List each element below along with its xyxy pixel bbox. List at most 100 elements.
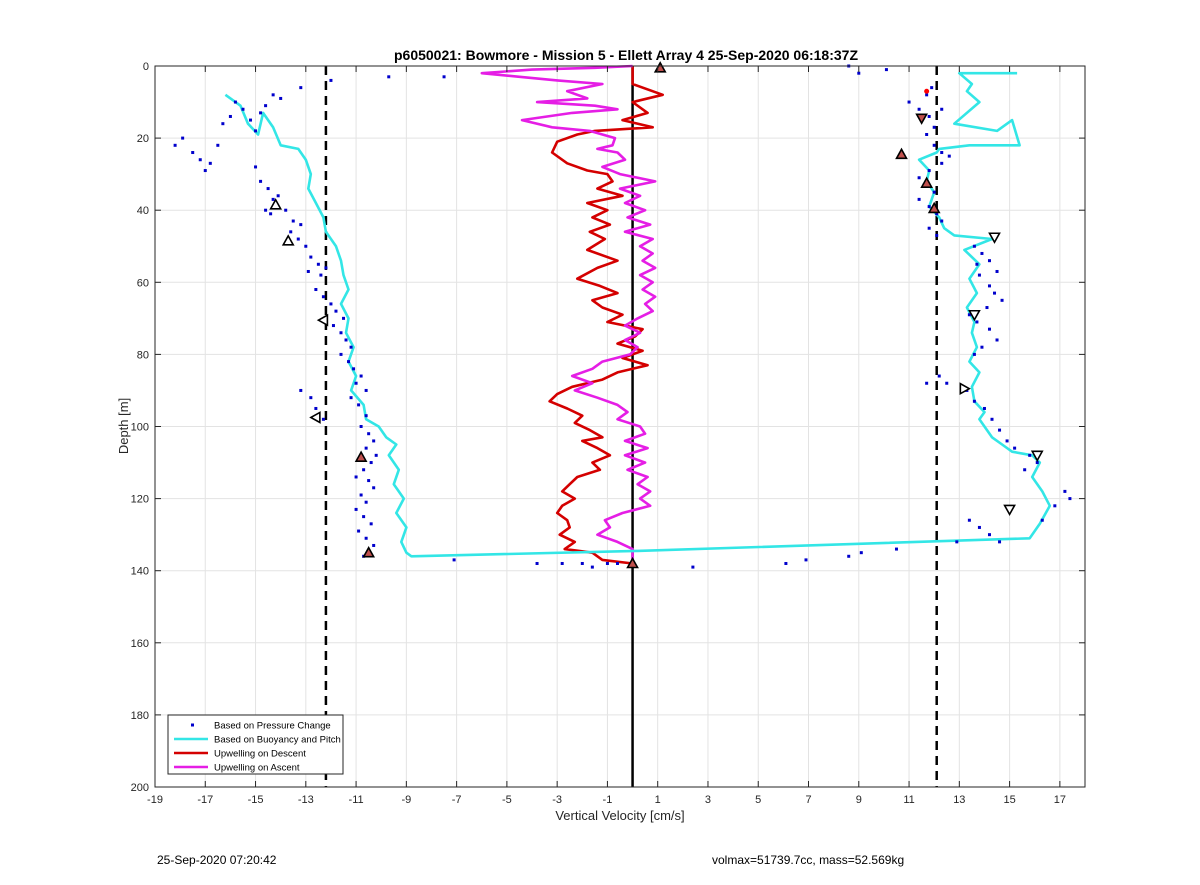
x-tick-label: 15 <box>1003 794 1015 806</box>
y-tick-label: 120 <box>131 494 149 506</box>
pressure-change-point <box>927 114 931 118</box>
pressure-change-point <box>324 266 328 270</box>
pressure-change-point <box>309 255 313 259</box>
pressure-change-point <box>357 529 361 533</box>
pressure-change-point <box>1005 439 1009 443</box>
x-tick-label: -15 <box>248 794 264 806</box>
pressure-change-point <box>254 165 258 169</box>
pressure-change-point <box>917 176 921 180</box>
pressure-change-point <box>228 114 232 118</box>
footer-vehicle-info: volmax=51739.7cc, mass=52.569kg <box>712 853 905 867</box>
triangle-marker <box>362 546 376 558</box>
footer-timestamp: 25-Sep-2020 07:20:42 <box>157 853 277 867</box>
pressure-change-point <box>580 561 584 565</box>
pressure-change-point <box>203 169 207 173</box>
pressure-change-point <box>241 107 245 111</box>
pressure-change-point <box>359 374 363 378</box>
pressure-change-point <box>347 360 351 364</box>
pressure-change-point <box>364 446 368 450</box>
pressure-change-point <box>306 269 310 273</box>
x-tick-label: -3 <box>552 794 562 806</box>
x-tick-label: -9 <box>401 794 411 806</box>
y-tick-label: 200 <box>131 782 149 794</box>
pressure-change-point <box>216 143 220 147</box>
triangle-marker <box>968 309 981 322</box>
triangle-marker <box>269 198 283 210</box>
pressure-change-point <box>374 453 378 457</box>
pressure-change-point <box>304 244 308 248</box>
pressure-change-point <box>259 179 263 183</box>
pressure-change-point <box>925 93 929 97</box>
legend: Based on Pressure Change Based on Buoyanc… <box>167 714 344 775</box>
y-tick-label: 60 <box>137 277 149 289</box>
pressure-change-point <box>339 331 343 335</box>
y-tick-label: 180 <box>131 710 149 722</box>
legend-swatch-pressure <box>191 723 194 727</box>
x-tick-label: -13 <box>298 794 314 806</box>
pressure-change-point <box>369 522 373 526</box>
pressure-change-point <box>266 187 270 191</box>
pressure-change-point <box>329 78 333 82</box>
triangle-marker <box>895 147 908 160</box>
chart-title: p6050021: Bowmore - Mission 5 - Ellett A… <box>394 47 858 63</box>
pressure-change-point <box>993 291 997 295</box>
pressure-change-point <box>935 233 939 237</box>
pressure-change-point <box>291 219 295 223</box>
pressure-change-point <box>208 161 212 165</box>
pressure-change-point <box>372 486 376 490</box>
triangle-marker <box>915 113 928 125</box>
pressure-change-point <box>296 237 300 241</box>
pressure-change-point <box>935 212 939 216</box>
pressure-change-point <box>1013 446 1017 450</box>
y-tick-label: 40 <box>137 205 149 217</box>
pressure-change-point <box>977 525 981 529</box>
pressure-change-point <box>907 100 911 104</box>
x-tick-label: -5 <box>502 794 512 806</box>
axis-ticks: -19 -17 -15 -13 -11 -9 -7 -5 -3 -1 1 3 5 7 9 11 13 15 1702… <box>131 61 1085 806</box>
pressure-change-point <box>930 86 934 90</box>
pressure-change-point <box>233 100 237 104</box>
pressure-change-point <box>362 468 366 472</box>
pressure-change-point <box>321 417 325 421</box>
pressure-change-point <box>925 381 929 385</box>
pressure-change-point <box>276 194 280 198</box>
triangle-marker <box>1030 450 1044 462</box>
y-tick-label: 0 <box>143 61 149 73</box>
pressure-change-point <box>221 122 225 126</box>
x-tick-label: -11 <box>349 794 364 806</box>
pressure-change-point <box>452 558 456 562</box>
legend-label: Based on Buoyancy and Pitch <box>214 735 341 746</box>
legend-box <box>167 714 344 775</box>
pressure-change-point <box>985 306 989 310</box>
pressure-change-point <box>1023 468 1027 472</box>
y-tick-label: 140 <box>131 566 149 578</box>
pressure-change-point <box>995 269 999 273</box>
pressure-change-point <box>925 132 929 136</box>
pressure-change-point <box>972 244 976 248</box>
pressure-change-point <box>927 205 931 209</box>
pressure-change-point <box>947 154 951 158</box>
y-tick-label: 20 <box>137 133 149 145</box>
triangle-marker <box>626 556 639 569</box>
x-tick-label: -19 <box>147 794 163 806</box>
pressure-change-point <box>932 125 936 129</box>
pressure-change-point <box>1035 461 1039 465</box>
pressure-change-point <box>804 558 808 562</box>
pressure-change-point <box>334 309 338 313</box>
pressure-change-point <box>987 533 991 537</box>
pressure-change-point <box>560 561 564 565</box>
pressure-change-point <box>329 302 333 306</box>
pressure-change-point <box>940 161 944 165</box>
pressure-change-point <box>289 230 293 234</box>
pressure-change-point <box>937 374 941 378</box>
pressure-change-point <box>279 96 283 100</box>
y-tick-label: 100 <box>131 422 149 434</box>
pressure-change-point <box>927 226 931 230</box>
pressure-change-point <box>299 86 303 90</box>
pressure-change-point <box>955 540 959 544</box>
triangle-marker <box>316 313 329 327</box>
pressure-change-point <box>940 219 944 223</box>
pressure-change-point <box>181 136 185 140</box>
x-tick-label: -17 <box>197 794 213 806</box>
pressure-change-point <box>173 143 177 147</box>
